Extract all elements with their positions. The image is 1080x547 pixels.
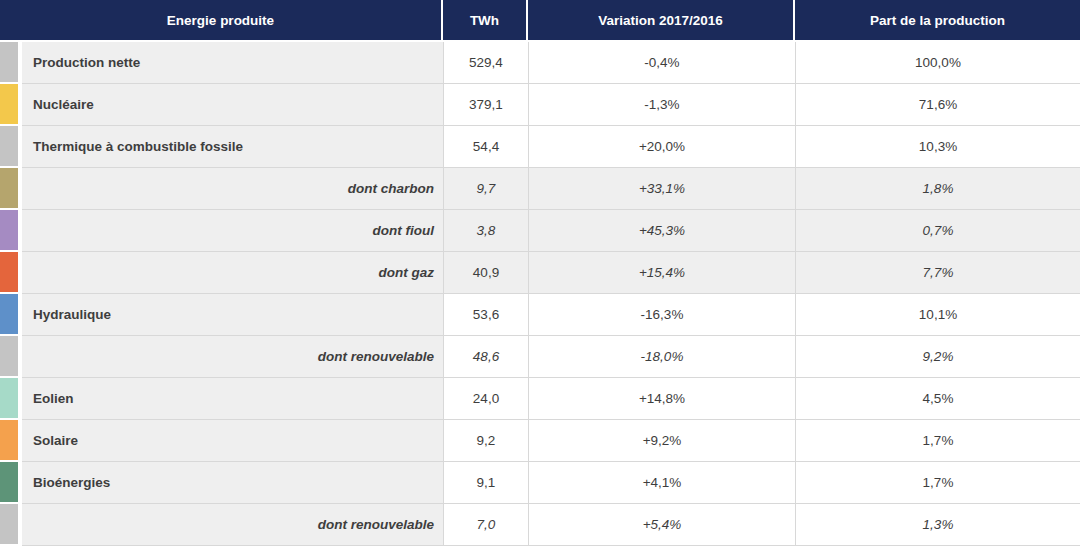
variation-value: +4,1% xyxy=(528,462,795,504)
table-row-bioenergies: Bioénergies 9,1 +4,1% 1,7% xyxy=(0,462,1080,504)
part-value: 1,7% xyxy=(795,420,1080,462)
table-header-row: Energie produite TWh Variation 2017/2016… xyxy=(0,0,1080,40)
row-label: Production nette xyxy=(22,42,443,84)
part-value: 1,8% xyxy=(795,168,1080,210)
col-header-twh: TWh xyxy=(443,0,528,40)
row-color-chip xyxy=(0,504,22,546)
row-color-chip xyxy=(0,168,22,210)
twh-value: 529,4 xyxy=(443,42,528,84)
part-value: 1,7% xyxy=(795,462,1080,504)
table-row-dont-renouvelable-bioenergies: dont renouvelable 7,0 +5,4% 1,3% xyxy=(0,504,1080,546)
row-label: dont gaz xyxy=(22,252,443,294)
part-value: 10,3% xyxy=(795,126,1080,168)
row-color-chip xyxy=(0,252,22,294)
variation-value: -18,0% xyxy=(528,336,795,378)
part-value: 71,6% xyxy=(795,84,1080,126)
variation-value: +5,4% xyxy=(528,504,795,546)
table-row-solaire: Solaire 9,2 +9,2% 1,7% xyxy=(0,420,1080,462)
twh-value: 48,6 xyxy=(443,336,528,378)
twh-value: 40,9 xyxy=(443,252,528,294)
table-row-nucleaire: Nucléaire 379,1 -1,3% 71,6% xyxy=(0,84,1080,126)
table-row-thermique-fossile: Thermique à combustible fossile 54,4 +20… xyxy=(0,126,1080,168)
row-color-chip xyxy=(0,210,22,252)
row-color-chip xyxy=(0,462,22,504)
row-label: Hydraulique xyxy=(22,294,443,336)
row-color-chip xyxy=(0,336,22,378)
part-value: 0,7% xyxy=(795,210,1080,252)
energy-production-table: Energie produite TWh Variation 2017/2016… xyxy=(0,0,1080,546)
part-value: 7,7% xyxy=(795,252,1080,294)
row-label: Eolien xyxy=(22,378,443,420)
row-color-chip xyxy=(0,84,22,126)
part-value: 10,1% xyxy=(795,294,1080,336)
row-color-chip xyxy=(0,294,22,336)
row-label: dont charbon xyxy=(22,168,443,210)
variation-value: +45,3% xyxy=(528,210,795,252)
table-row-dont-gaz: dont gaz 40,9 +15,4% 7,7% xyxy=(0,252,1080,294)
part-value: 1,3% xyxy=(795,504,1080,546)
variation-value: +14,8% xyxy=(528,378,795,420)
row-label: dont renouvelable xyxy=(22,336,443,378)
variation-value: -0,4% xyxy=(528,42,795,84)
twh-value: 24,0 xyxy=(443,378,528,420)
col-header-variation: Variation 2017/2016 xyxy=(528,0,795,40)
row-color-chip xyxy=(0,420,22,462)
row-label: Bioénergies xyxy=(22,462,443,504)
table-row-dont-charbon: dont charbon 9,7 +33,1% 1,8% xyxy=(0,168,1080,210)
col-header-energie-produite: Energie produite xyxy=(0,0,443,40)
col-header-part-production: Part de la production xyxy=(795,0,1080,40)
twh-value: 9,7 xyxy=(443,168,528,210)
table-row-hydraulique: Hydraulique 53,6 -16,3% 10,1% xyxy=(0,294,1080,336)
row-color-chip xyxy=(0,378,22,420)
row-label: Nucléaire xyxy=(22,84,443,126)
row-label: dont fioul xyxy=(22,210,443,252)
table-row-dont-fioul: dont fioul 3,8 +45,3% 0,7% xyxy=(0,210,1080,252)
twh-value: 54,4 xyxy=(443,126,528,168)
energy-production-table-page: Energie produite TWh Variation 2017/2016… xyxy=(0,0,1080,547)
twh-value: 3,8 xyxy=(443,210,528,252)
table-row-eolien: Eolien 24,0 +14,8% 4,5% xyxy=(0,378,1080,420)
row-label: Thermique à combustible fossile xyxy=(22,126,443,168)
part-value: 9,2% xyxy=(795,336,1080,378)
row-label: Solaire xyxy=(22,420,443,462)
variation-value: -1,3% xyxy=(528,84,795,126)
twh-value: 9,1 xyxy=(443,462,528,504)
twh-value: 379,1 xyxy=(443,84,528,126)
table-row-production-nette: Production nette 529,4 -0,4% 100,0% xyxy=(0,42,1080,84)
row-color-chip xyxy=(0,42,22,84)
twh-value: 9,2 xyxy=(443,420,528,462)
twh-value: 53,6 xyxy=(443,294,528,336)
part-value: 100,0% xyxy=(795,42,1080,84)
part-value: 4,5% xyxy=(795,378,1080,420)
variation-value: +20,0% xyxy=(528,126,795,168)
variation-value: +33,1% xyxy=(528,168,795,210)
variation-value: +9,2% xyxy=(528,420,795,462)
row-label: dont renouvelable xyxy=(22,504,443,546)
twh-value: 7,0 xyxy=(443,504,528,546)
variation-value: -16,3% xyxy=(528,294,795,336)
row-color-chip xyxy=(0,126,22,168)
variation-value: +15,4% xyxy=(528,252,795,294)
table-row-dont-renouvelable-hydraulique: dont renouvelable 48,6 -18,0% 9,2% xyxy=(0,336,1080,378)
